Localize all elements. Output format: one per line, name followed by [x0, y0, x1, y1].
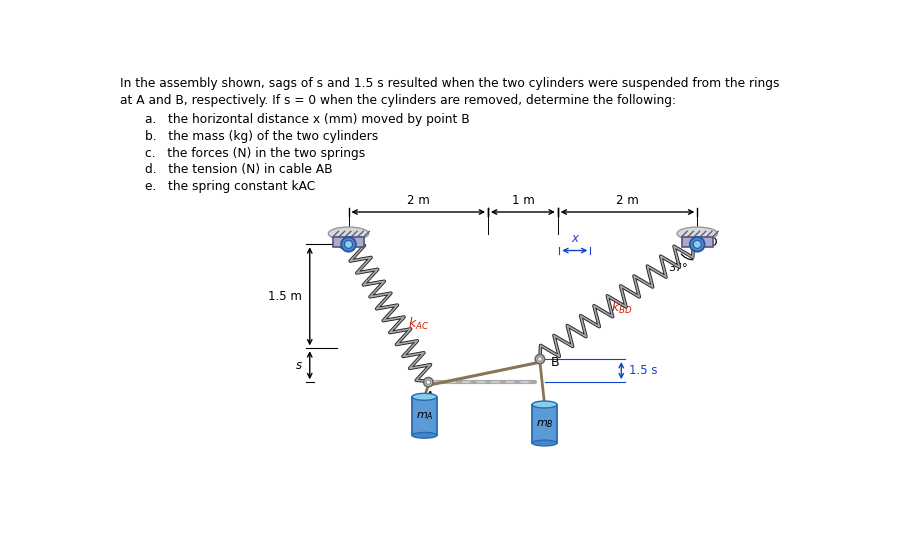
Text: x: x [571, 232, 579, 245]
Text: A: A [425, 390, 434, 403]
Ellipse shape [328, 227, 369, 240]
Text: s: s [296, 359, 302, 372]
Text: 37°: 37° [667, 263, 687, 273]
Text: In the assembly shown, sags of s and 1.5 s resulted when the two cylinders were : In the assembly shown, sags of s and 1.5… [120, 77, 779, 90]
Text: $m_B$: $m_B$ [536, 418, 553, 430]
Text: 1.5 m: 1.5 m [268, 290, 302, 303]
Circle shape [341, 237, 356, 252]
Circle shape [690, 237, 705, 252]
Text: D: D [708, 237, 717, 249]
Text: $m_A$: $m_A$ [415, 410, 433, 422]
Ellipse shape [677, 227, 718, 240]
Bar [412, 397, 437, 435]
Text: B: B [551, 356, 560, 368]
Text: c.   the forces (N) in the two springs: c. the forces (N) in the two springs [144, 147, 365, 160]
Ellipse shape [532, 401, 557, 408]
Text: $k_{BD}$: $k_{BD}$ [611, 300, 632, 316]
Circle shape [693, 240, 701, 248]
Circle shape [537, 357, 543, 361]
Bar [532, 404, 557, 443]
Circle shape [423, 378, 433, 387]
Circle shape [344, 240, 353, 248]
Ellipse shape [412, 393, 437, 401]
Text: 2 m: 2 m [616, 193, 639, 207]
Bar [682, 237, 713, 247]
Text: $k_{AC}$: $k_{AC}$ [408, 316, 429, 332]
Text: C: C [337, 239, 346, 253]
Bar [333, 237, 364, 247]
Ellipse shape [532, 440, 557, 446]
Ellipse shape [412, 433, 437, 438]
Text: a.   the horizontal distance x (mm) moved by point B: a. the horizontal distance x (mm) moved … [144, 112, 469, 126]
Text: 1.5 s: 1.5 s [629, 364, 658, 377]
Text: 2 m: 2 m [407, 193, 430, 207]
Text: 1 m: 1 m [511, 193, 535, 207]
Text: b.   the mass (kg) of the two cylinders: b. the mass (kg) of the two cylinders [144, 130, 378, 142]
Circle shape [426, 380, 431, 384]
Text: e.   the spring constant kAC: e. the spring constant kAC [144, 181, 315, 193]
Text: at A and B, respectively. If s = 0 when the cylinders are removed, determine the: at A and B, respectively. If s = 0 when … [120, 94, 675, 107]
Circle shape [536, 355, 544, 363]
Text: d.   the tension (N) in cable AB: d. the tension (N) in cable AB [144, 163, 332, 177]
